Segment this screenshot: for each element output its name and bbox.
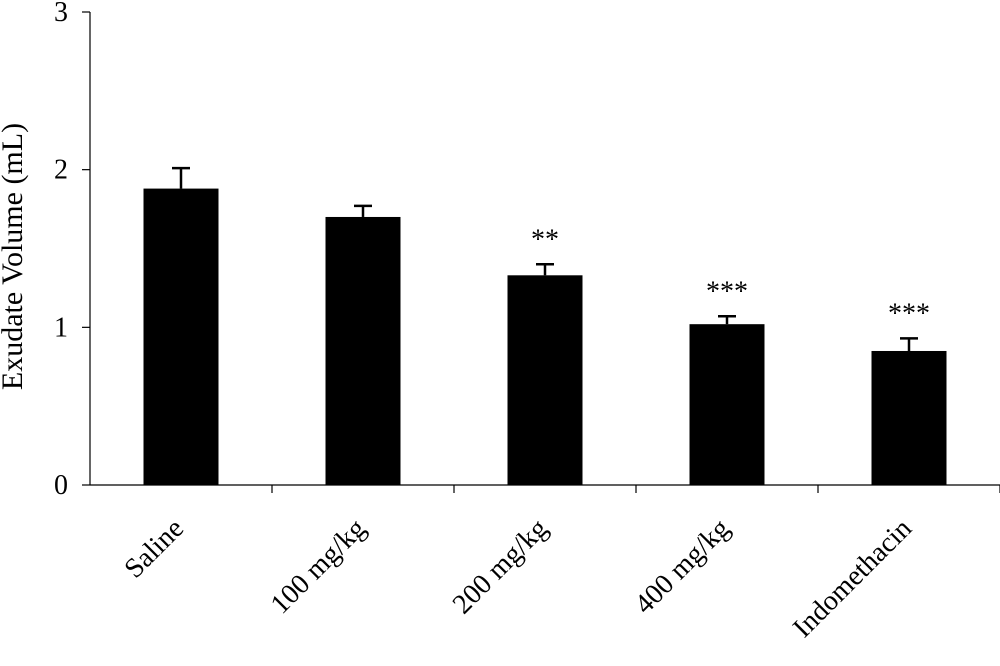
y-tick-label: 3 xyxy=(54,0,68,28)
bar xyxy=(689,324,765,485)
y-axis-title: Exudate Volume (mL) xyxy=(0,123,29,390)
category-label: Indomethacin xyxy=(787,513,918,644)
bar xyxy=(507,275,583,485)
bars: ******** xyxy=(143,166,947,485)
significance-label: ** xyxy=(531,224,559,255)
significance-label: *** xyxy=(706,276,748,307)
bar xyxy=(871,350,947,485)
category-label: Saline xyxy=(119,513,190,584)
category-labels: Saline 100 mg/kg 200 mg/kg 400 mg/kg Indomet… xyxy=(119,513,918,644)
y-tick-label: 2 xyxy=(54,155,68,186)
category-label: 200 mg/kg xyxy=(447,513,554,620)
y-tick-label: 1 xyxy=(54,312,68,343)
bar xyxy=(325,216,401,485)
significance-label: *** xyxy=(888,298,930,329)
category-label: 100 mg/kg xyxy=(265,513,372,620)
category-label: 400 mg/kg xyxy=(629,513,736,620)
bar xyxy=(143,188,219,485)
x-ticks xyxy=(271,485,1000,493)
y-tick-label: 0 xyxy=(54,470,68,501)
y-ticks: 0 1 2 3 xyxy=(54,0,90,501)
